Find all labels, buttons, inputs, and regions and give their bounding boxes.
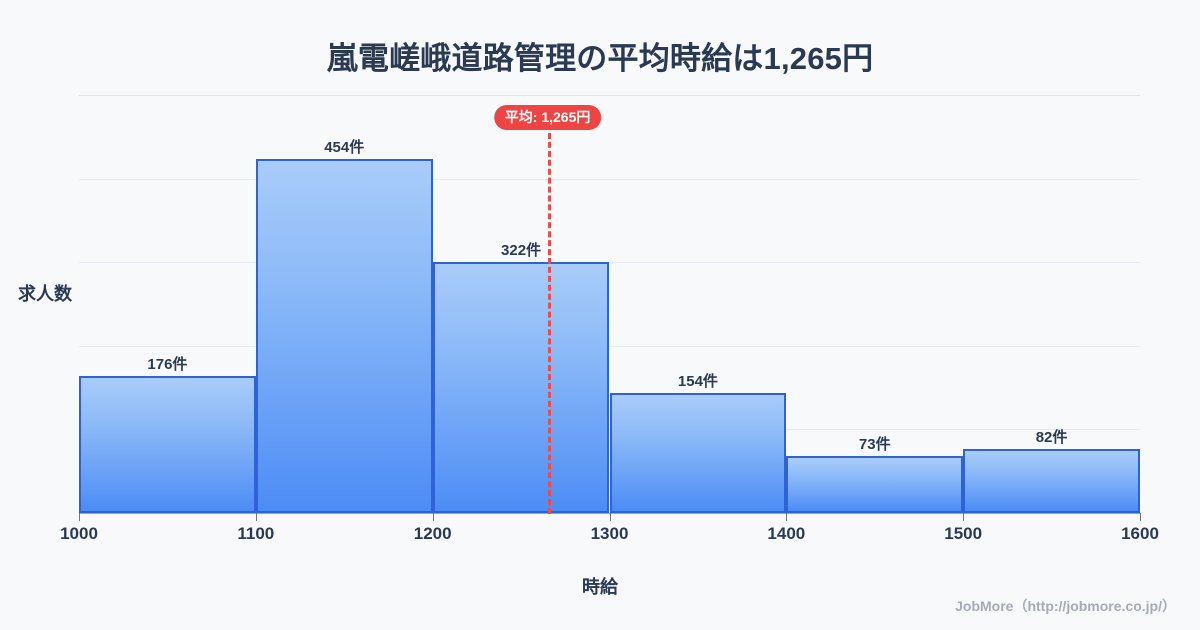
gridline (79, 346, 1140, 347)
bar[interactable] (79, 375, 256, 513)
bar-value-label: 176件 (147, 355, 188, 373)
bar[interactable] (609, 392, 787, 513)
x-axis-tick (432, 513, 434, 521)
average-badge: 平均: 1,265円 (493, 105, 602, 131)
x-axis-tick (255, 513, 257, 521)
bar[interactable] (963, 449, 1140, 513)
x-axis-tick-label: 1600 (1121, 524, 1159, 543)
bar[interactable] (786, 456, 964, 513)
x-axis-tick-label: 1200 (413, 524, 452, 543)
bar-value-label: 454件 (324, 138, 365, 156)
x-axis-tick-label: 1000 (60, 524, 98, 543)
bar-value-label: 322件 (501, 241, 542, 259)
gridline (79, 262, 1140, 263)
bar-value-label: 154件 (677, 372, 718, 390)
plot-area: 176件 454件 322件 154件 73件 82件 (79, 95, 1140, 513)
average-line (547, 133, 551, 514)
footer-credit: JobMore（http://jobmore.co.jp/） (955, 598, 1176, 614)
x-axis-tick-label: 1300 (590, 524, 629, 543)
x-axis-tick-label: 1100 (237, 524, 275, 543)
x-axis-tick-label: 1400 (767, 524, 806, 543)
bar-value-label: 73件 (858, 436, 891, 454)
x-axis-tick-label: 1500 (944, 524, 983, 543)
x-axis-title: 時給 (582, 577, 618, 597)
x-axis-tick (1140, 513, 1141, 521)
bar[interactable] (255, 158, 433, 513)
bar[interactable] (432, 261, 610, 513)
bar-value-label: 82件 (1035, 429, 1068, 447)
y-axis-title: 求人数 (18, 284, 72, 304)
x-axis-tick (609, 513, 611, 521)
x-axis-tick (786, 513, 788, 521)
x-axis-tick (963, 513, 965, 521)
chart-title: 嵐電嵯峨道路管理の平均時給は1,265円 (326, 41, 874, 76)
gridline (79, 95, 1140, 96)
gridline (79, 179, 1140, 180)
x-axis-tick (79, 513, 80, 521)
